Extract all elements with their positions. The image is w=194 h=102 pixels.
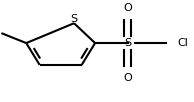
Text: S: S <box>124 38 131 48</box>
Text: O: O <box>123 3 132 13</box>
Text: O: O <box>123 73 132 83</box>
Text: Cl: Cl <box>177 38 188 48</box>
Text: S: S <box>70 14 78 24</box>
